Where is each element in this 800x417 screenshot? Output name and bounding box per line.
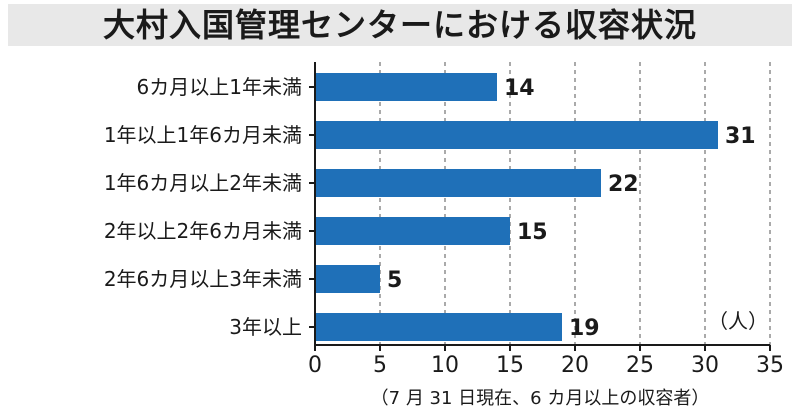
category-label: 3年以上 [229, 315, 302, 339]
x-axis: 0 5 10 15 20 25 30 35 [308, 62, 784, 378]
bar [315, 169, 601, 197]
x-tick-label: 25 [626, 353, 654, 378]
bar [315, 313, 562, 341]
category-label: 2年以上2年6カ月未満 [104, 219, 302, 243]
category-labels: 6カ月以上1年未満 1年以上1年6カ月未満 1年6カ月以上2年未満 2年以上2年6カ月… [104, 75, 302, 339]
value-label: 31 [725, 124, 756, 149]
unit-label: （人） [708, 309, 768, 333]
x-tick-label: 20 [561, 353, 589, 378]
bar [315, 217, 510, 245]
value-label: 15 [517, 220, 548, 245]
value-label: 14 [504, 76, 535, 101]
x-tick-label: 35 [756, 353, 784, 378]
grid-lines [379, 62, 771, 345]
category-label: 1年以上1年6カ月未満 [104, 123, 302, 147]
title-background [8, 4, 792, 46]
bar [315, 121, 718, 149]
bars [315, 73, 718, 341]
chart-note: （7 月 31 日現在、6 カ月以上の収容者） [370, 388, 710, 409]
value-label: 19 [569, 316, 600, 341]
x-tick-label: 10 [431, 353, 459, 378]
chart-title: 大村入国管理センターにおける収容状況 [102, 6, 697, 44]
bar [315, 265, 380, 293]
value-label: 5 [387, 268, 402, 293]
x-tick-label: 0 [308, 353, 322, 378]
x-tick-label: 15 [496, 353, 524, 378]
bar [315, 73, 497, 101]
category-label: 2年6カ月以上3年未満 [104, 267, 302, 291]
category-label: 1年6カ月以上2年未満 [104, 171, 302, 195]
category-label: 6カ月以上1年未満 [137, 75, 302, 99]
value-labels: 14 31 22 15 5 19 [387, 76, 756, 341]
x-tick-label: 30 [691, 353, 719, 378]
x-tick-label: 5 [373, 353, 387, 378]
value-label: 22 [608, 172, 639, 197]
